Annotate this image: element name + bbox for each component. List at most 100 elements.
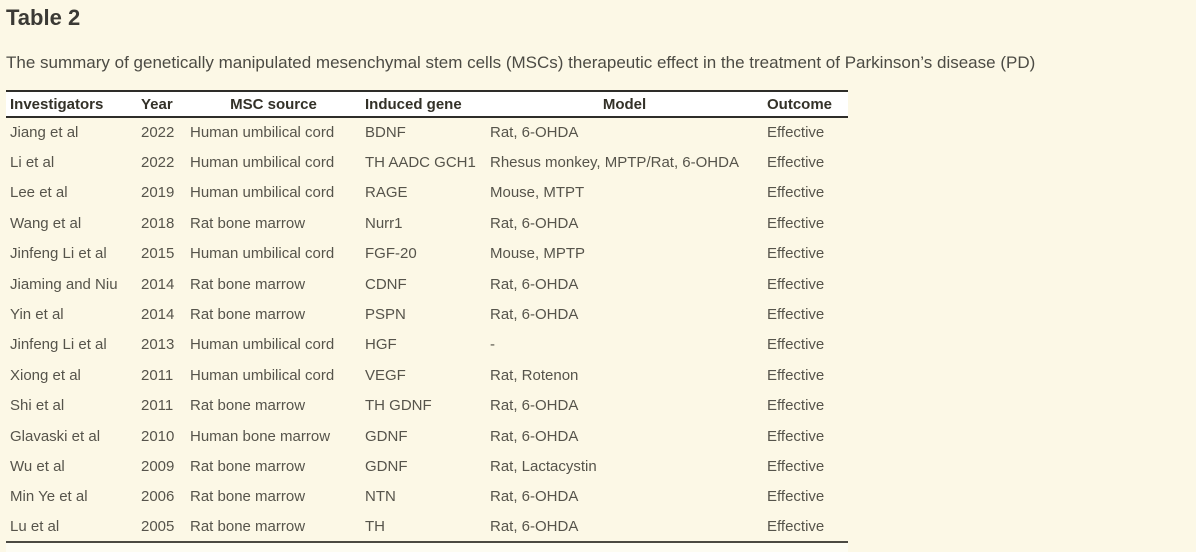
table-cell: TH — [365, 518, 385, 536]
table-cell: Effective — [767, 366, 825, 384]
table-cell: Effective — [767, 184, 825, 202]
table-cell: Rat, 6-OHDA — [490, 275, 579, 293]
table-row: Lee et al 2019 Human umbilical cord RAGE Mou… — [6, 178, 848, 208]
table-cell: Effective — [767, 336, 825, 354]
msc-summary-table: Investigators Year MSC source Induced gene M… — [6, 90, 848, 544]
table-cell: 2019 — [141, 184, 175, 202]
table-cell: Effective — [767, 245, 825, 263]
table-cell: Xiong et al — [10, 366, 81, 384]
table-cell: Rat bone marrow — [190, 518, 306, 536]
table-cell: Rat bone marrow — [190, 457, 306, 475]
table-cell: Mouse, MPTP — [490, 245, 586, 263]
table-cell: Jiang et al — [10, 124, 79, 142]
table-caption: The summary of genetically manipulated m… — [6, 53, 1036, 72]
table-cell: Rat bone marrow — [190, 397, 306, 415]
table-cell: Effective — [767, 306, 825, 324]
table-cell: Human umbilical cord — [190, 336, 335, 354]
table-cell: Rat bone marrow — [190, 488, 306, 506]
column-header-investigators: Investigators — [10, 95, 104, 113]
table-cell: Effective — [767, 214, 825, 232]
table-cell: Effective — [767, 154, 825, 172]
table-cell: Human umbilical cord — [190, 366, 335, 384]
table-cell: Rat, 6-OHDA — [490, 124, 579, 142]
table-cell: Rat, 6-OHDA — [490, 488, 579, 506]
table-row: Jiaming and Niu 2014 Rat bone marrow CDNF Ra… — [6, 269, 848, 299]
table-cell: Shi et al — [10, 397, 65, 415]
table-body: Jiang et al 2022 Human umbilical cord BDNF R… — [6, 117, 848, 542]
table-cell: Nurr1 — [365, 214, 403, 232]
table-cell: Yin et al — [10, 306, 64, 324]
column-header-induced-gene: Induced gene — [365, 95, 462, 113]
table-cell: Min Ye et al — [10, 488, 88, 506]
table-cell: Human umbilical cord — [190, 184, 335, 202]
table-cell: Glavaski et al — [10, 427, 101, 445]
table-row: Li et al 2022 Human umbilical cord TH AADC … — [6, 147, 848, 177]
table-cell: Effective — [767, 124, 825, 142]
table-cell: Rat bone marrow — [190, 214, 306, 232]
table-cell: Human umbilical cord — [190, 154, 335, 172]
table-row: Wang et al 2018 Rat bone marrow Nurr1 Rat, 6… — [6, 208, 848, 238]
table-header-row: Investigators Year MSC source Induced gene M… — [6, 91, 848, 117]
table-cell: Effective — [767, 275, 825, 293]
table-cell: VEGF — [365, 366, 406, 384]
table-cell: GDNF — [365, 457, 408, 475]
table-cell: TH GDNF — [365, 397, 432, 415]
table-cell: Human bone marrow — [190, 427, 331, 445]
table-cell: Li et al — [10, 154, 55, 172]
table-cell: Rhesus monkey, MPTP/Rat, 6-OHDA — [490, 154, 739, 172]
table-cell: Wang et al — [10, 214, 82, 232]
table-cell: 2009 — [141, 457, 175, 475]
table-cell: Jinfeng Li et al — [10, 336, 107, 354]
table-cell: 2014 — [141, 275, 175, 293]
column-header-outcome: Outcome — [767, 95, 833, 113]
column-header-model: Model — [602, 95, 647, 113]
table-row: Yin et al 2014 Rat bone marrow PSPN Rat, 6-O… — [6, 299, 848, 329]
column-header-year: Year — [141, 95, 173, 113]
table-row: Glavaski et al 2010 Human bone marrow GDNF R… — [6, 421, 848, 451]
table-cell: 2011 — [141, 397, 174, 415]
table-cell: Rat, 6-OHDA — [490, 214, 579, 232]
table-cell: NTN — [365, 488, 396, 506]
table-cell: RAGE — [365, 184, 408, 202]
table-cell: Effective — [767, 518, 825, 536]
table-cell: 2022 — [141, 124, 175, 142]
table-cell: PSPN — [365, 306, 406, 324]
column-header-msc-source: MSC source — [230, 95, 317, 113]
table-cell: Lu et al — [10, 518, 60, 536]
table-cell: 2018 — [141, 214, 175, 232]
table-cell: Rat, 6-OHDA — [490, 306, 579, 324]
table-cell: Effective — [767, 457, 825, 475]
table-cell: Rat bone marrow — [190, 275, 306, 293]
table-cell: 2006 — [141, 488, 175, 506]
table-cell: 2015 — [141, 245, 175, 263]
table-row: Lu et al 2005 Rat bone marrow TH Rat, 6-OHDA… — [6, 512, 848, 542]
table-row: Jinfeng Li et al 2013 Human umbilical cord… — [6, 330, 848, 360]
table-row: Wu et al 2009 Rat bone marrow GDNF Rat, Lact… — [6, 451, 848, 481]
table-row: Jinfeng Li et al 2015 Human umbilical cord… — [6, 239, 848, 269]
table-cell: Wu et al — [10, 457, 65, 475]
table-cell: Rat, Rotenon — [490, 366, 579, 384]
table-cell: Human umbilical cord — [190, 245, 335, 263]
table-cell: 2010 — [141, 427, 175, 445]
table-cell: Lee et al — [10, 184, 68, 202]
table-cell: BDNF — [365, 124, 406, 142]
table-cell: Effective — [767, 427, 825, 445]
table-cell: FGF-20 — [365, 245, 417, 263]
table-cell: Jinfeng Li et al — [10, 245, 107, 263]
table-cell: 2013 — [141, 336, 175, 354]
table-cell: CDNF — [365, 275, 407, 293]
table-cell: Human umbilical cord — [190, 124, 335, 142]
table-cell: Rat, 6-OHDA — [490, 518, 579, 536]
table-cell: 2022 — [141, 154, 175, 172]
table-cell: Rat, 6-OHDA — [490, 397, 579, 415]
table-cell: Mouse, MTPT — [490, 184, 585, 202]
table-footer-strip — [6, 543, 848, 552]
table-cell: 2011 — [141, 366, 174, 384]
table-row: Xiong et al 2011 Human umbilical cord VEGF R… — [6, 360, 848, 390]
table-cell: - — [490, 336, 495, 354]
table-row: Shi et al 2011 Rat bone marrow TH GDNF Rat, … — [6, 391, 848, 421]
table-cell: HGF — [365, 336, 397, 354]
table-cell: 2005 — [141, 518, 175, 536]
table-cell: Rat bone marrow — [190, 306, 306, 324]
